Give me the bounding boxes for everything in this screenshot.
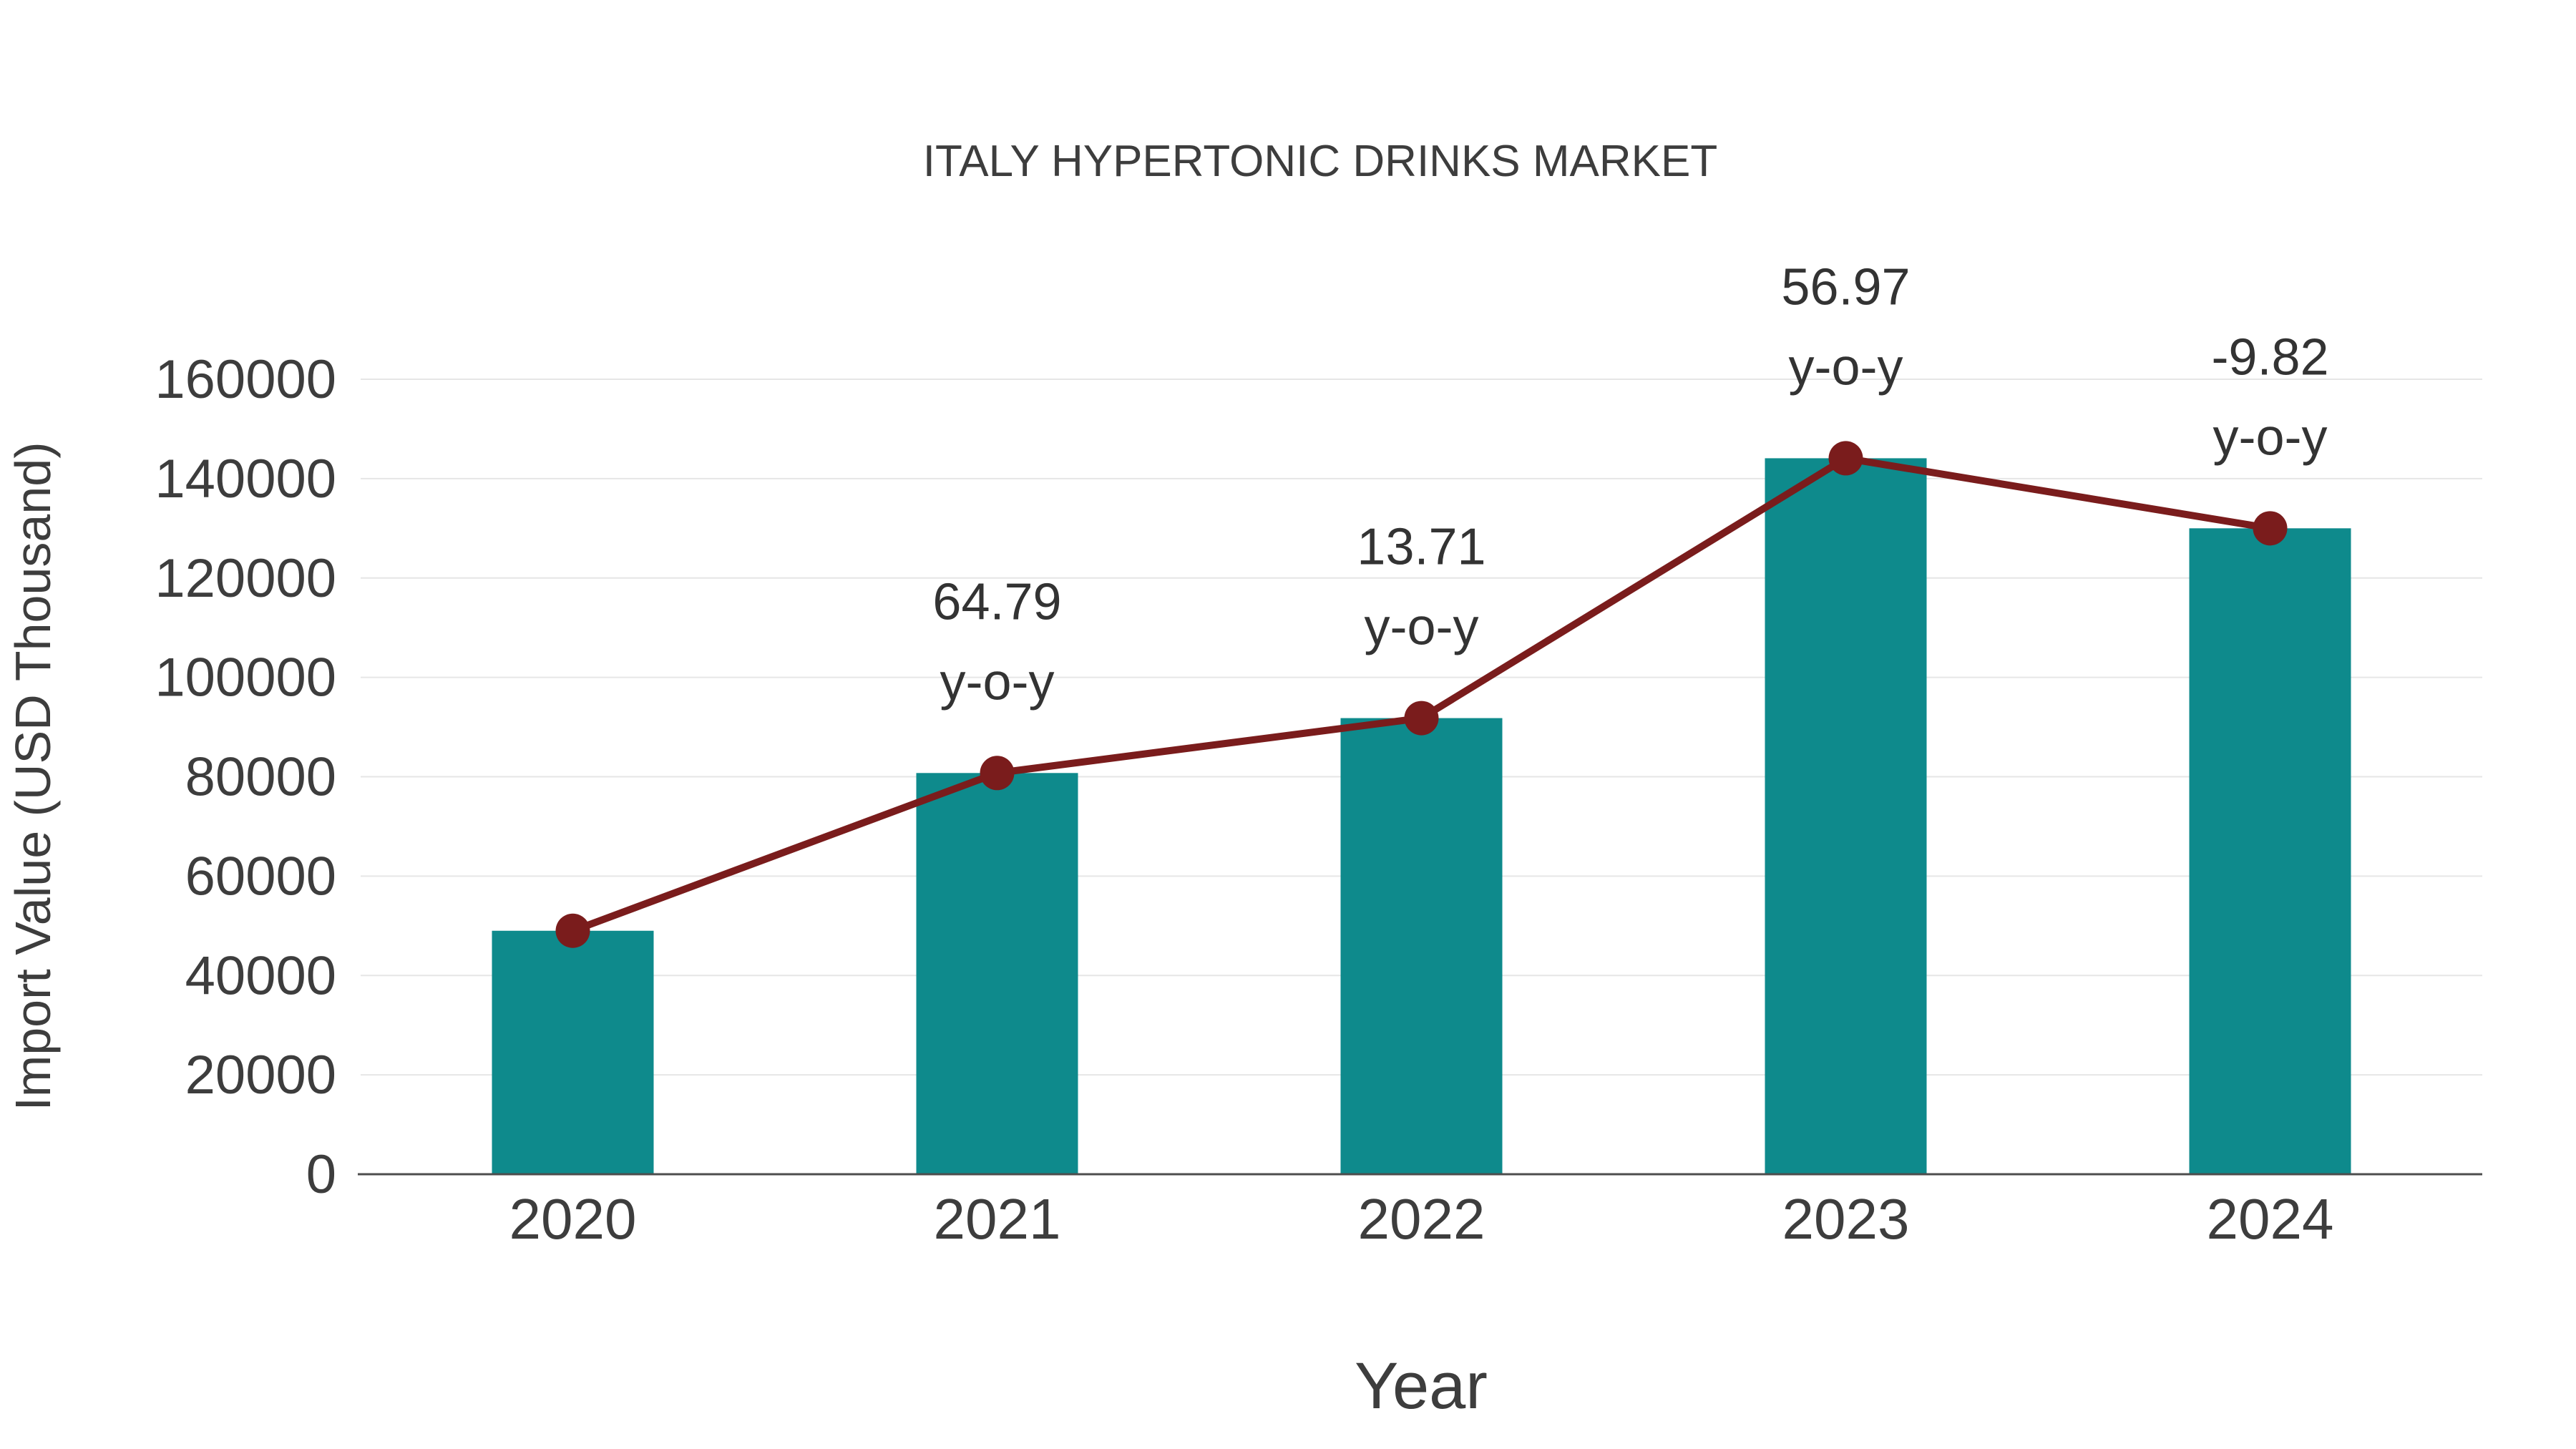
yoy-suffix-label: y-o-y <box>1365 599 1479 656</box>
yoy-suffix-label: y-o-y <box>1789 338 1903 396</box>
y-tick-label: 140000 <box>155 449 336 509</box>
line-markers <box>555 441 2288 948</box>
x-tick-label: 2020 <box>509 1187 637 1251</box>
y-tick-label: 160000 <box>155 349 336 410</box>
yoy-suffix-label: y-o-y <box>940 653 1055 711</box>
x-axis-tick-labels: 2020 2021 2022 2023 2024 <box>509 1187 2334 1251</box>
data-point-marker <box>1828 441 1863 476</box>
y-tick-label: 100000 <box>155 648 336 708</box>
x-axis-title: Year <box>1355 1350 1488 1423</box>
data-point-marker <box>555 913 590 948</box>
y-tick-label: 40000 <box>185 945 336 1006</box>
y-tick-label: 120000 <box>155 548 336 609</box>
yoy-value-label: 64.79 <box>932 573 1061 630</box>
yoy-suffix-label: y-o-y <box>2213 409 2328 466</box>
x-tick-label: 2022 <box>1358 1187 1485 1251</box>
y-axis-title: Import Value (USD Thousand) <box>5 441 61 1111</box>
bar <box>1765 458 1927 1174</box>
data-point-marker <box>980 756 1015 791</box>
yoy-value-label: 56.97 <box>1781 258 1910 316</box>
x-tick-label: 2024 <box>2207 1187 2334 1251</box>
y-tick-label: 0 <box>306 1144 336 1205</box>
x-tick-label: 2021 <box>934 1187 1061 1251</box>
bar-series <box>492 458 2351 1174</box>
chart-title: ITALY HYPERTONIC DRINKS MARKET <box>923 137 1718 186</box>
bar <box>916 773 1078 1174</box>
yoy-annotations: 64.79 y-o-y 13.71 y-o-y 56.97 y-o-y -9.82 y-o-y <box>932 258 2328 711</box>
data-point-marker <box>1404 701 1439 736</box>
data-point-marker <box>2253 511 2288 546</box>
y-tick-label: 80000 <box>185 747 336 808</box>
y-tick-label: 20000 <box>185 1045 336 1106</box>
y-tick-label: 60000 <box>185 846 336 907</box>
x-tick-label: 2023 <box>1782 1187 1910 1251</box>
yoy-value-label: 13.71 <box>1357 519 1485 576</box>
bar <box>492 930 654 1174</box>
yoy-value-label: -9.82 <box>2211 328 2328 386</box>
bar <box>1340 718 1503 1174</box>
y-axis-tick-labels: 0 20000 40000 60000 80000 100000 120000 140000 1… <box>155 349 336 1205</box>
bar <box>2189 528 2351 1174</box>
